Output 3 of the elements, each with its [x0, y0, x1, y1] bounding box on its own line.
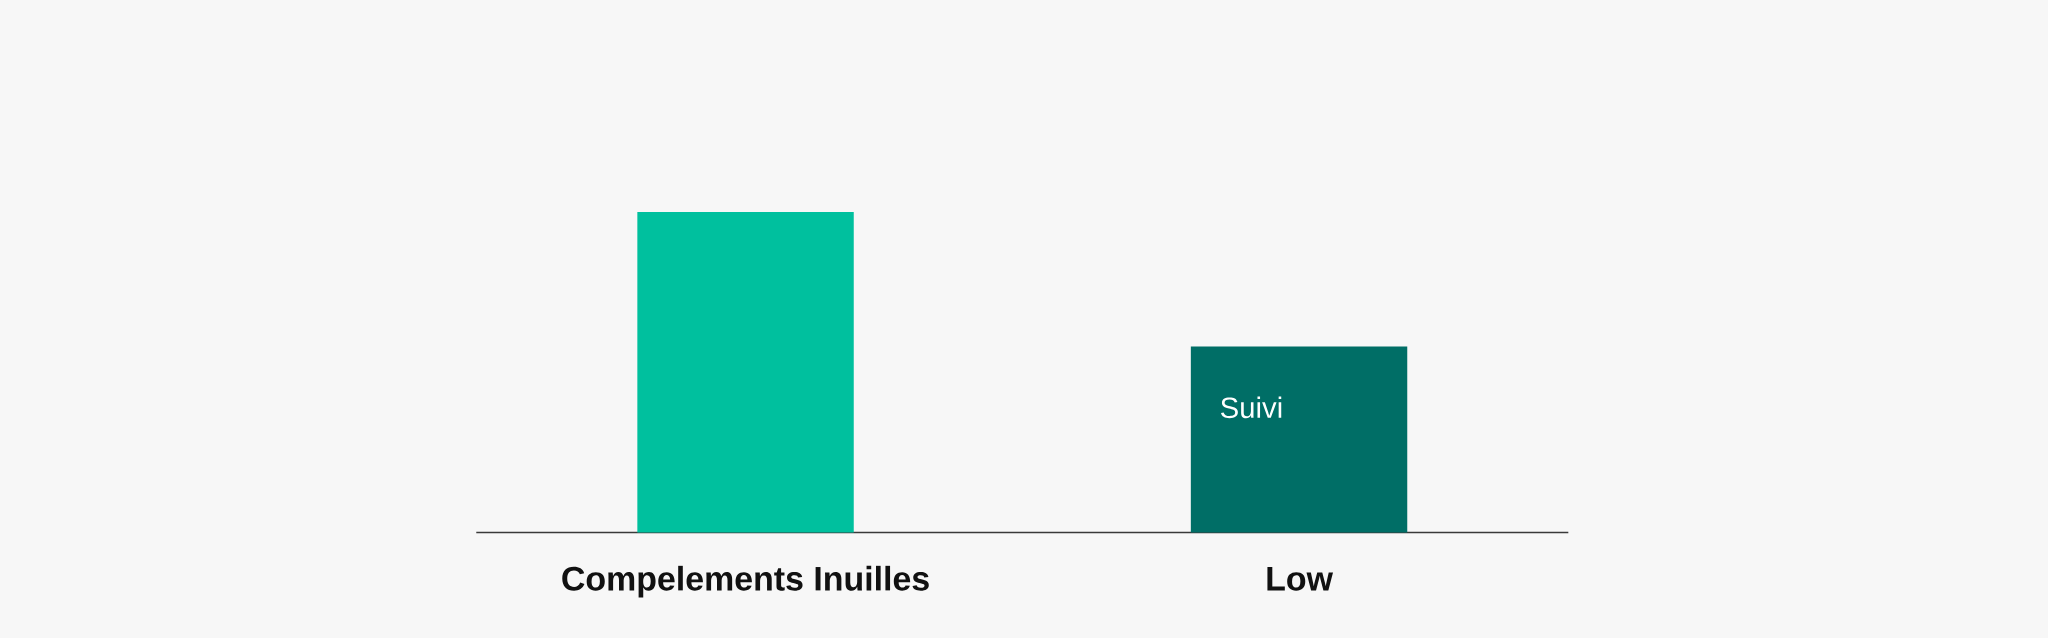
annotation: Suivi	[1221, 396, 1282, 419]
x-tick-label: Compelements Inuilles	[562, 565, 929, 598]
x-tick-label: Low	[1267, 566, 1334, 591]
